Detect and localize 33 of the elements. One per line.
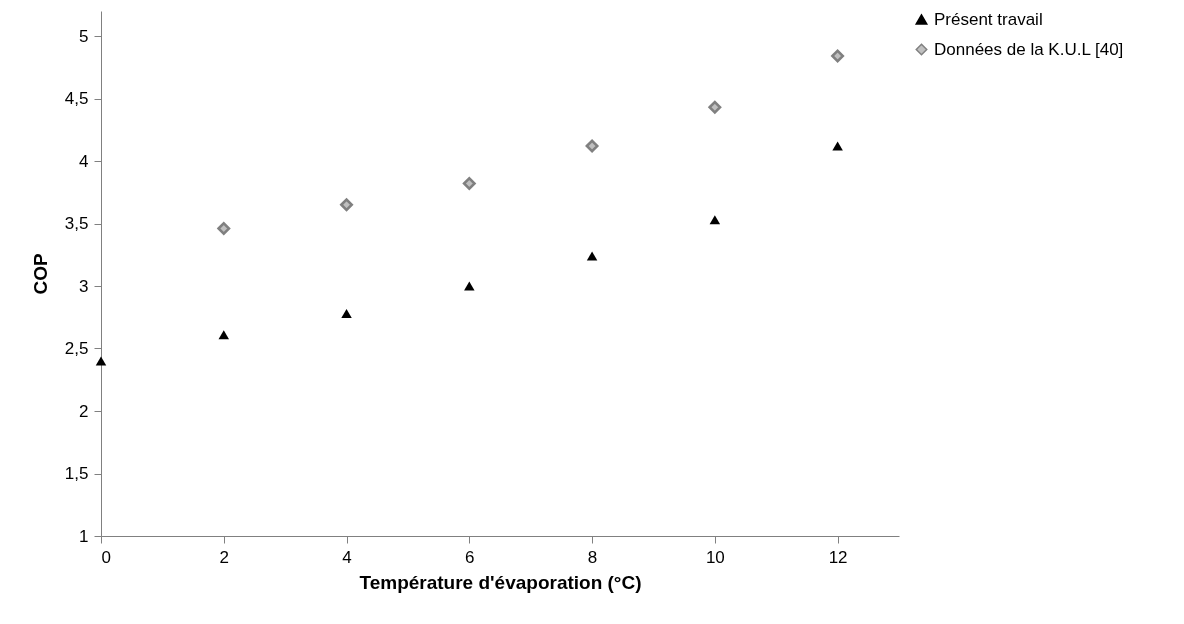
point — [340, 198, 354, 212]
point — [218, 330, 230, 340]
x-axis-title: Température d'évaporation (°C) — [359, 571, 642, 593]
y-tick-label: 4,5 — [64, 89, 89, 108]
y-tick-label: 3,5 — [64, 214, 89, 233]
x-tick-label: 0 — [101, 547, 111, 567]
point — [462, 177, 476, 190]
y-tick-label: 2,5 — [64, 339, 89, 358]
x-tick-label: 10 — [705, 547, 725, 567]
x-tick-label: 4 — [342, 547, 352, 567]
point — [586, 251, 598, 261]
point — [832, 141, 843, 151]
x-tick-label: 6 — [465, 547, 475, 567]
x-tick-label: 8 — [587, 547, 598, 567]
y-tick-label: 4 — [79, 151, 89, 171]
y-tick-label: 1 — [79, 526, 89, 546]
point — [217, 222, 231, 235]
point — [709, 215, 721, 225]
x-tick-label: 12 — [828, 547, 848, 567]
legend-label: Présent travail — [934, 9, 1043, 29]
legend-label: Données de la K.U.L [40] — [934, 39, 1124, 59]
point — [585, 139, 599, 153]
point — [708, 100, 722, 114]
point — [831, 49, 845, 63]
y-tick-label: 5 — [79, 26, 89, 46]
y-tick-label: 1,5 — [64, 464, 89, 483]
point — [95, 356, 107, 366]
point — [464, 281, 475, 291]
y-tick-label: 3 — [79, 276, 89, 296]
y-tick-label: 2 — [79, 401, 89, 421]
x-tick-label: 2 — [219, 547, 229, 567]
point — [341, 308, 352, 319]
y-axis-title: COP — [29, 253, 51, 295]
